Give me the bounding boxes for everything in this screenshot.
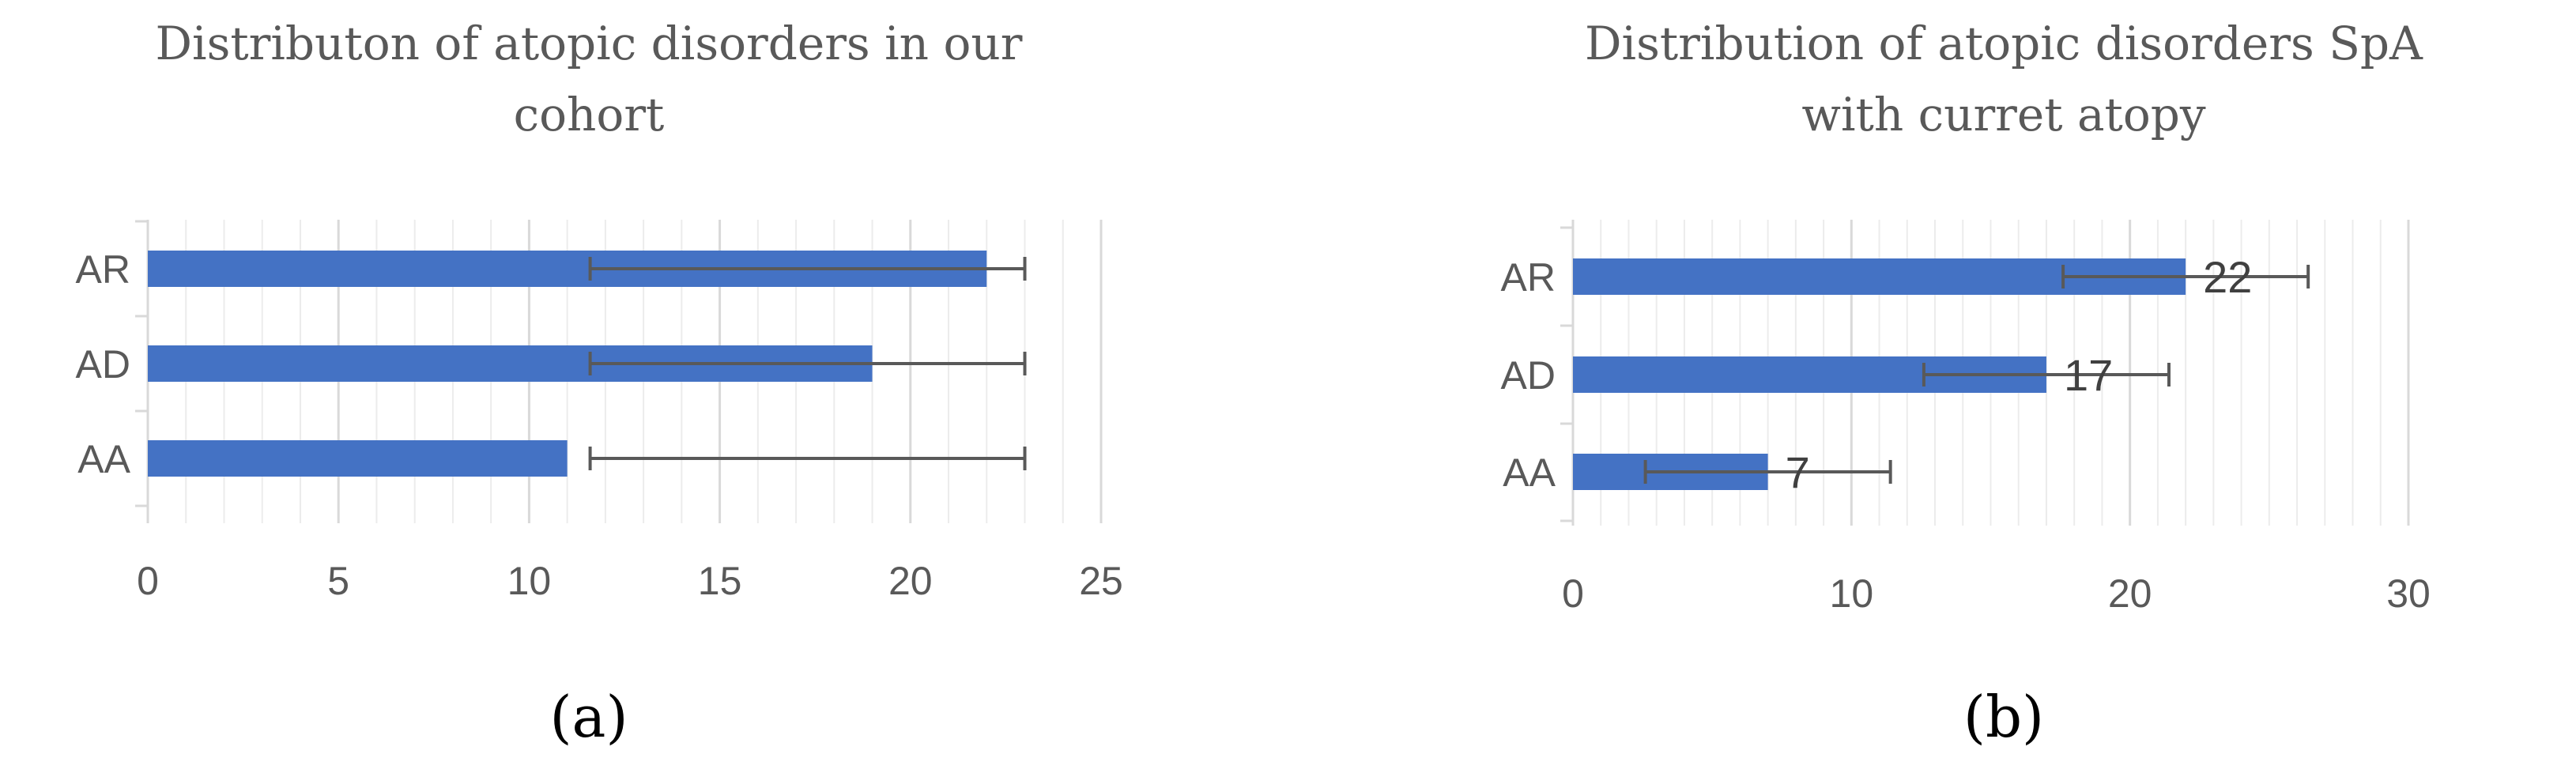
chart-b-x-tick-labels: 0 10 20 30 xyxy=(1562,571,2431,616)
x-tick-label: 0 xyxy=(1562,571,1584,616)
chart-b-title-line-1: Distribution of atopic disorders SpA xyxy=(1585,17,2423,70)
chart-b-data-labels: 22 17 7 xyxy=(1786,252,2253,497)
chart-a-panel-label: (a) xyxy=(549,684,628,750)
data-label: 22 xyxy=(2203,252,2252,302)
category-label: AA xyxy=(1503,451,1556,495)
chart-b-error-bars xyxy=(1643,265,2310,484)
chart-b-panel-label: (b) xyxy=(1963,684,2044,750)
category-label: AA xyxy=(77,437,130,481)
chart-a-title-line-2: cohort xyxy=(514,88,665,141)
x-tick-label: 20 xyxy=(888,559,933,603)
chart-a-category-labels: AR AD AA xyxy=(76,247,131,481)
x-tick-label: 0 xyxy=(137,559,159,603)
chart-b: Distribution of atopic disorders SpA wit… xyxy=(1501,17,2431,750)
category-label: AD xyxy=(76,342,130,386)
chart-b-title-line-2: with curret atopy xyxy=(1801,88,2206,141)
chart-a-error-bars xyxy=(588,257,1027,470)
x-tick-label: 20 xyxy=(2108,571,2152,616)
x-tick-label: 10 xyxy=(507,559,552,603)
chart-b-bars xyxy=(1573,258,2186,490)
x-tick-label: 10 xyxy=(1830,571,1874,616)
data-label: 7 xyxy=(1786,447,1810,497)
category-label: AR xyxy=(1501,255,1556,300)
category-label: AD xyxy=(1501,353,1556,398)
x-tick-label: 30 xyxy=(2386,571,2431,616)
x-tick-label: 15 xyxy=(698,559,742,603)
x-tick-label: 5 xyxy=(327,559,349,603)
chart-a: Distributon of atopic disorders in our c… xyxy=(76,17,1123,750)
x-tick-label: 25 xyxy=(1079,559,1123,603)
chart-a-x-tick-labels: 0 5 10 15 20 25 xyxy=(137,559,1123,603)
chart-b-category-labels: AR AD AA xyxy=(1501,255,1556,495)
bar xyxy=(148,440,568,477)
category-label: AR xyxy=(76,247,130,292)
chart-a-title-line-1: Distributon of atopic disorders in our xyxy=(156,17,1023,70)
data-label: 17 xyxy=(2064,350,2113,400)
